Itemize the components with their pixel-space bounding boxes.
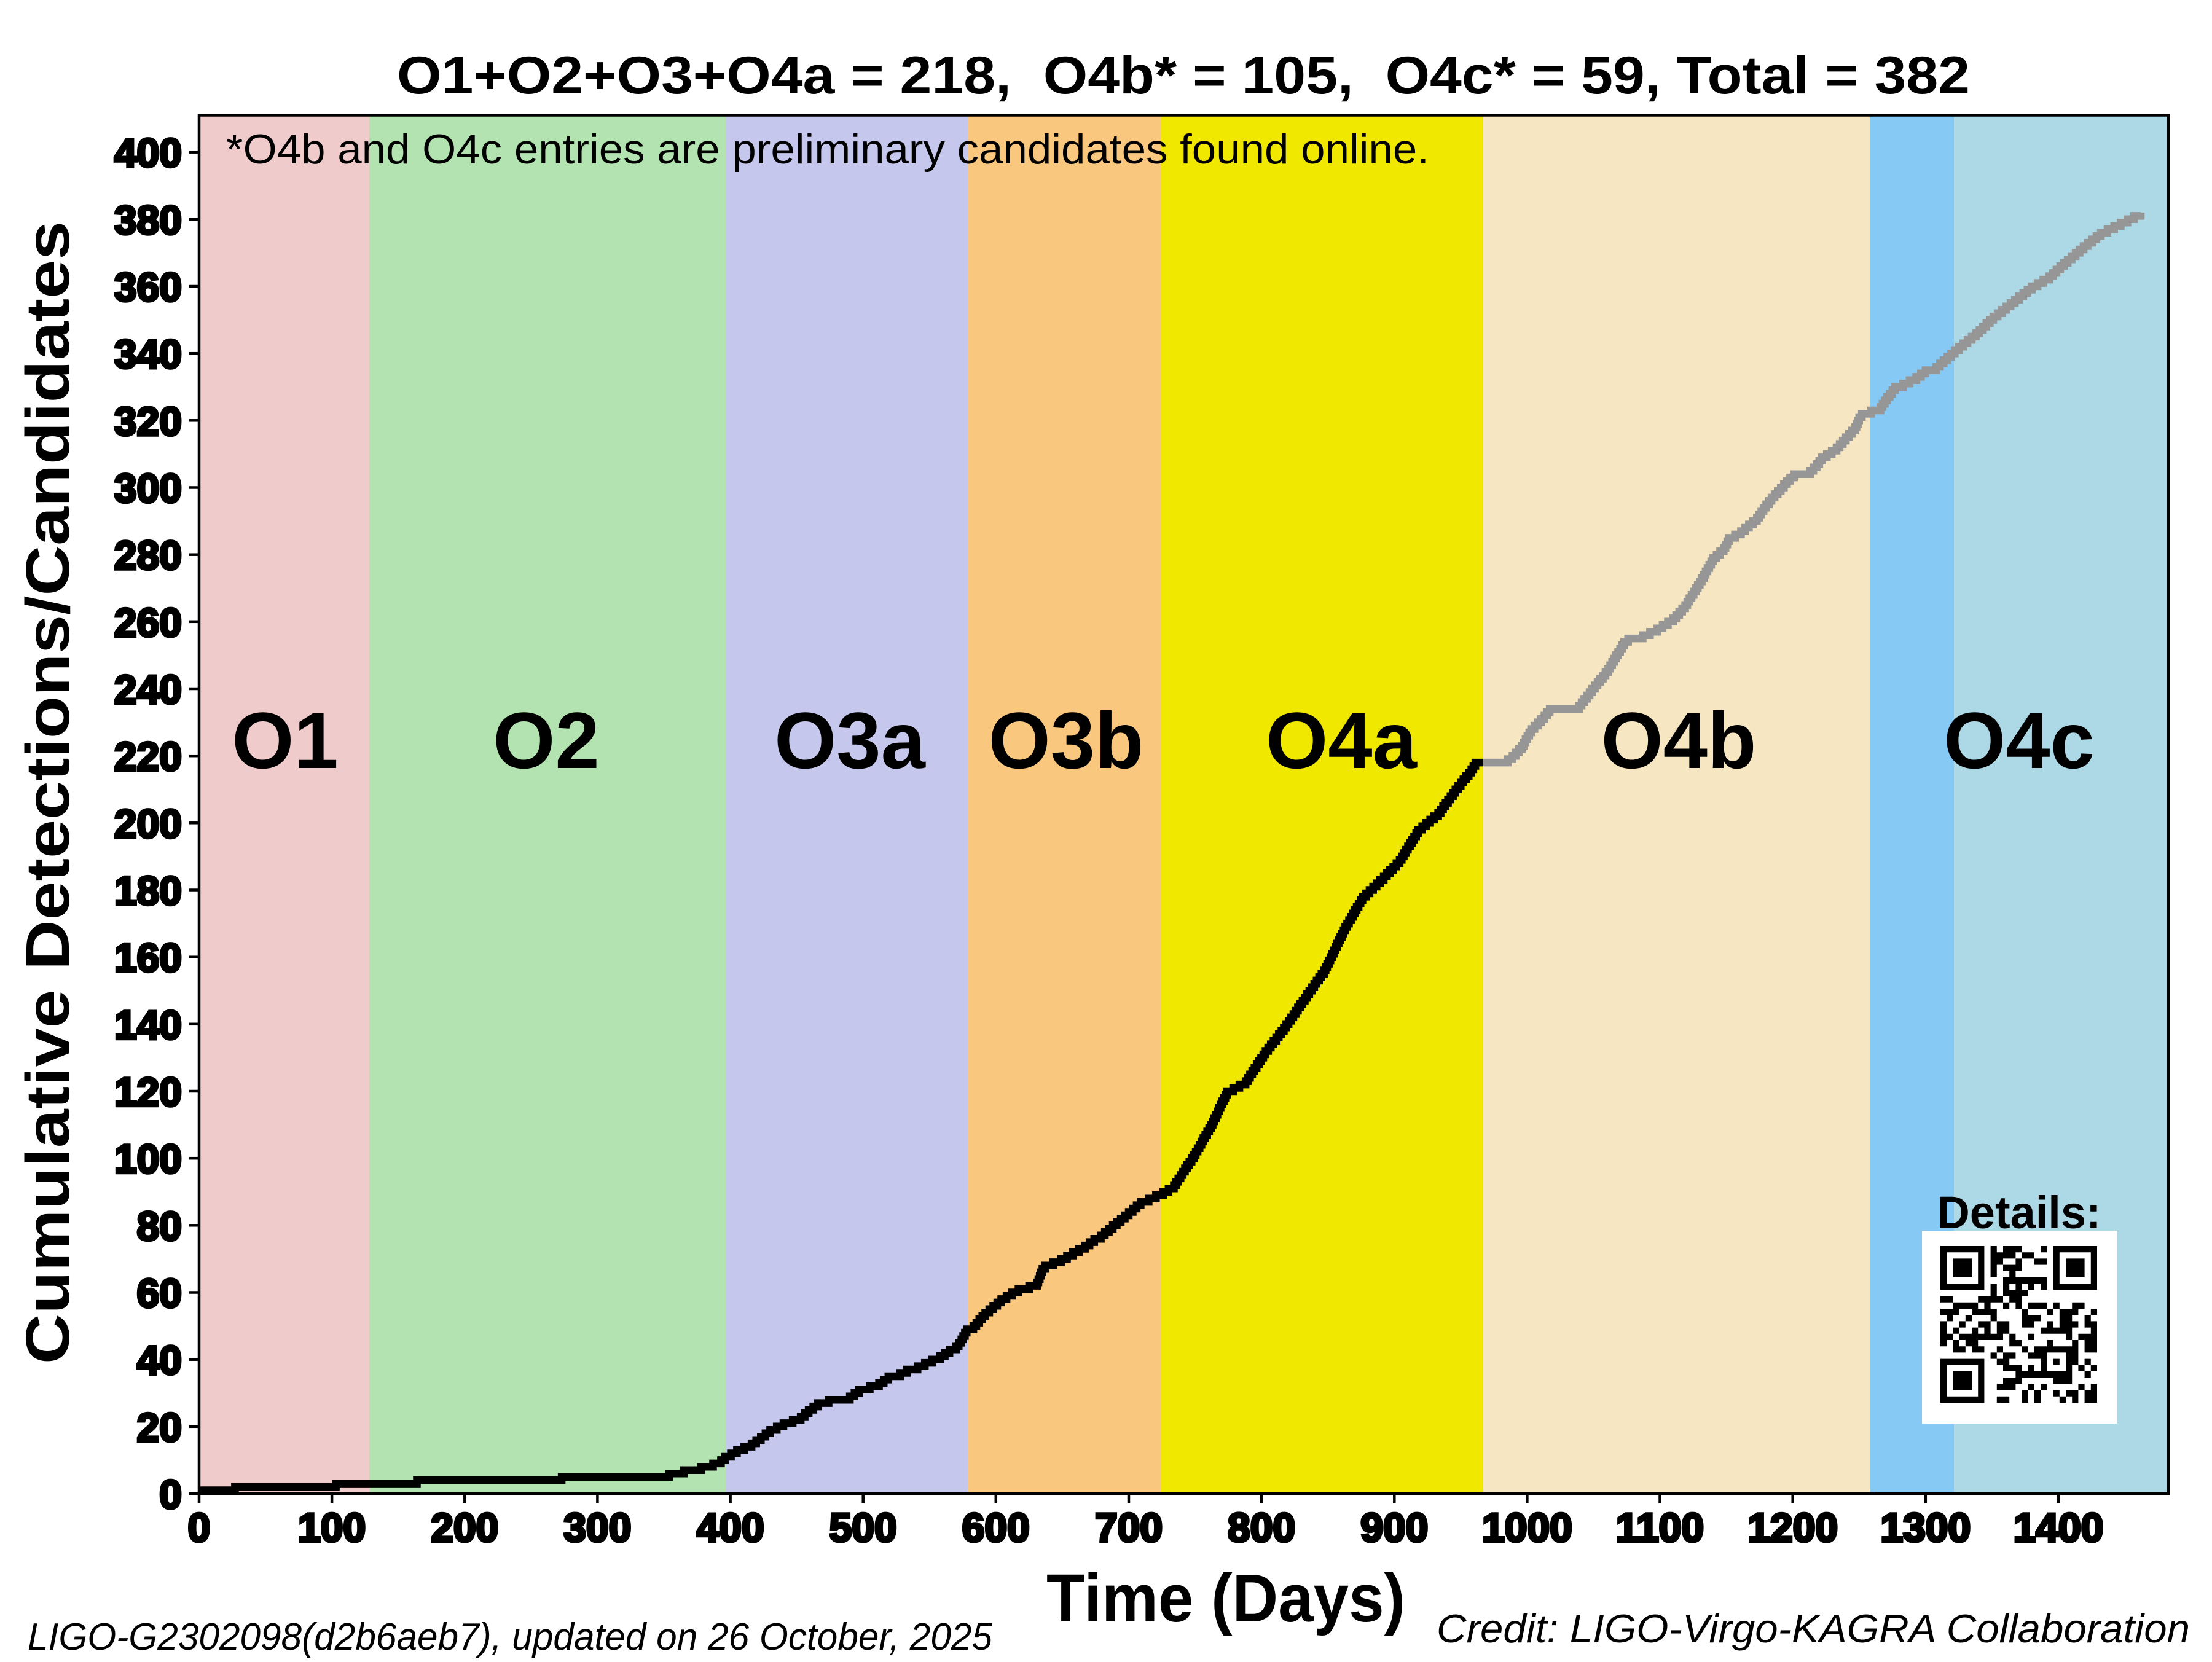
svg-text:40: 40 [137, 1338, 182, 1383]
svg-text:300: 300 [563, 1505, 631, 1550]
svg-text:360: 360 [114, 264, 182, 310]
svg-text:340: 340 [114, 331, 182, 377]
svg-text:60: 60 [137, 1271, 182, 1316]
svg-text:0: 0 [188, 1505, 211, 1550]
svg-text:100: 100 [114, 1136, 182, 1182]
svg-text:Credit: LIGO-Virgo-KAGRA Colla: Credit: LIGO-Virgo-KAGRA Collaboration [1437, 1606, 2190, 1651]
svg-text:120: 120 [114, 1069, 182, 1115]
svg-text:800: 800 [1228, 1505, 1295, 1550]
svg-text:300: 300 [114, 466, 182, 511]
svg-text:220: 220 [114, 734, 182, 779]
svg-text:200: 200 [431, 1505, 498, 1550]
svg-text:280: 280 [114, 533, 182, 578]
svg-text:O4b: O4b [1601, 696, 1757, 785]
svg-text:380: 380 [114, 197, 182, 243]
svg-text:Details:: Details: [1937, 1187, 2101, 1238]
svg-text:240: 240 [114, 667, 182, 712]
svg-text:0: 0 [159, 1472, 182, 1517]
svg-text:260: 260 [114, 600, 182, 645]
svg-text:140: 140 [114, 1002, 182, 1048]
svg-text:O3a: O3a [774, 696, 926, 785]
svg-text:O3b: O3b [989, 696, 1144, 785]
svg-text:O1+O2+O3+O4a = 218, O4b* = 10: O1+O2+O3+O4a = 218, O4b* = 105, O4c* = 5… [397, 46, 1970, 105]
svg-text:100: 100 [298, 1505, 366, 1550]
svg-text:1400: 1400 [2014, 1505, 2104, 1550]
svg-text:700: 700 [1095, 1505, 1163, 1550]
svg-text:1000: 1000 [1482, 1505, 1572, 1550]
svg-text:O2: O2 [493, 696, 599, 785]
svg-text:500: 500 [830, 1505, 897, 1550]
svg-text:160: 160 [114, 935, 182, 981]
svg-text:20: 20 [137, 1405, 182, 1450]
svg-text:Cumulative Detections/Candidat: Cumulative Detections/Candidates [14, 221, 82, 1364]
svg-text:400: 400 [697, 1505, 764, 1550]
svg-text:O4c: O4c [1943, 696, 2095, 785]
svg-text:O1: O1 [232, 696, 338, 785]
svg-text:400: 400 [114, 130, 182, 176]
svg-text:200: 200 [114, 801, 182, 846]
svg-text:180: 180 [114, 868, 182, 914]
svg-text:Time (Days): Time (Days) [1046, 1561, 1405, 1636]
svg-text:1200: 1200 [1747, 1505, 1838, 1550]
svg-text:LIGO-G2302098(d2b6aeb7), updat: LIGO-G2302098(d2b6aeb7), updated on 26 O… [28, 1616, 992, 1658]
svg-text:O4a: O4a [1266, 696, 1418, 785]
svg-text:*O4b and O4c entries are preli: *O4b and O4c entries are preliminary can… [226, 126, 1429, 173]
svg-text:320: 320 [114, 398, 182, 444]
svg-text:80: 80 [137, 1203, 182, 1248]
svg-text:1300: 1300 [1880, 1505, 1971, 1550]
svg-text:900: 900 [1360, 1505, 1428, 1550]
svg-text:600: 600 [962, 1505, 1030, 1550]
svg-text:1100: 1100 [1616, 1505, 1704, 1550]
